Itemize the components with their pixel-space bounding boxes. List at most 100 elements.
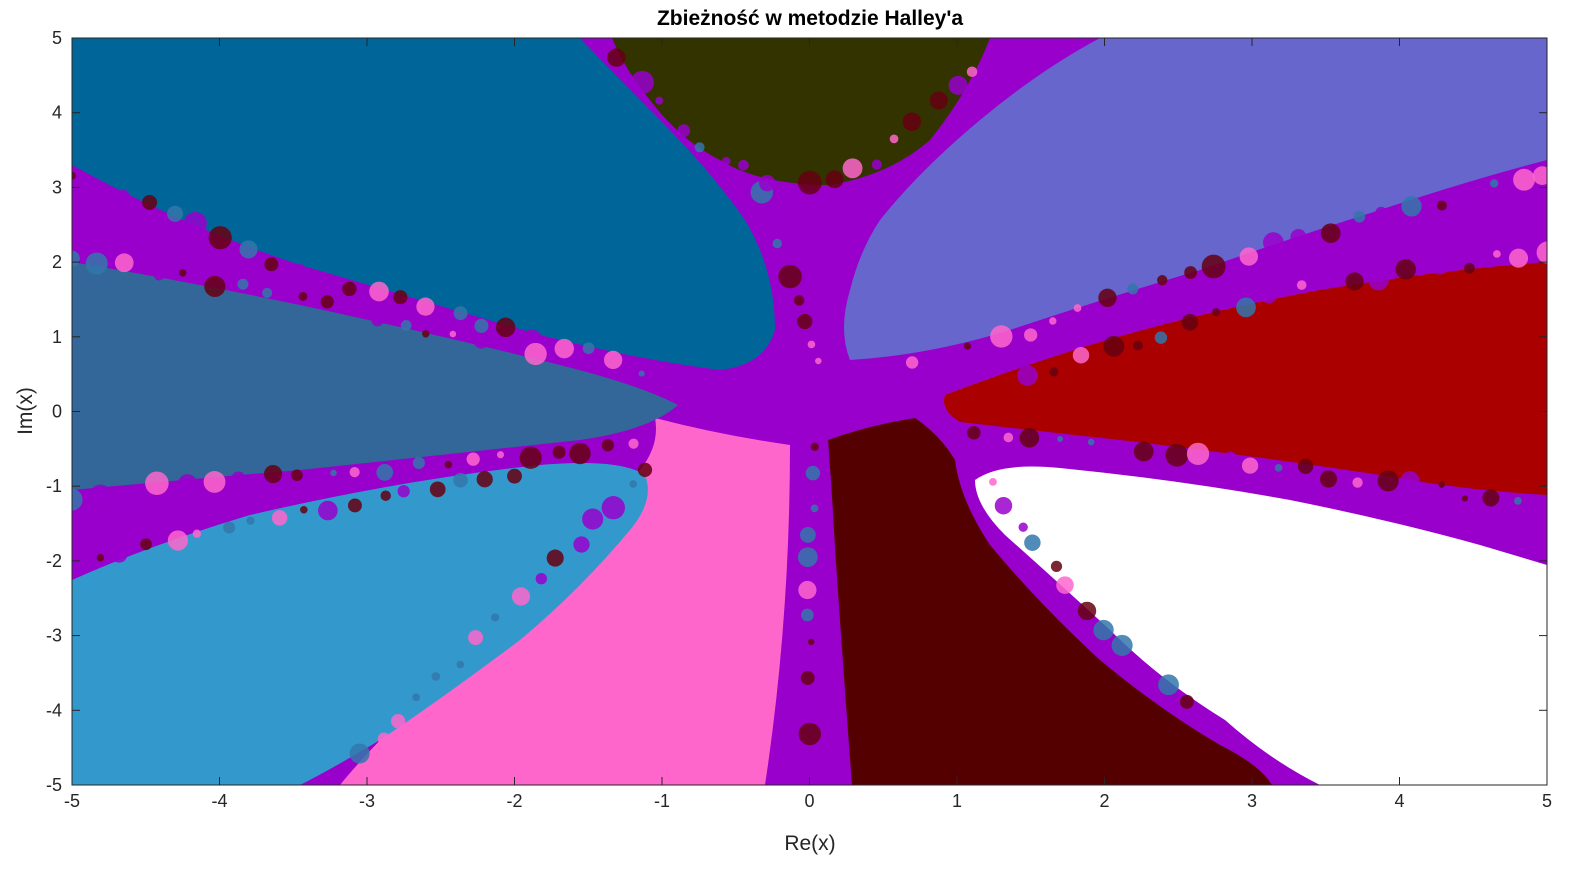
- boundary-bulb: [1345, 272, 1364, 291]
- boundary-bulb: [72, 563, 83, 576]
- boundary-bulb: [380, 490, 391, 501]
- x-tick-label: -1: [654, 791, 670, 811]
- boundary-bulb: [1132, 340, 1143, 351]
- y-tick-label: -4: [46, 700, 62, 720]
- boundary-bulb: [638, 370, 645, 377]
- boundary-bulb: [1103, 335, 1125, 357]
- boundary-bulb: [271, 510, 288, 526]
- boundary-bulb: [1212, 308, 1221, 317]
- boundary-bulb: [491, 613, 500, 622]
- boundary-bulb: [552, 445, 566, 459]
- boundary-bulb: [320, 272, 329, 280]
- boundary-bulb: [798, 722, 822, 746]
- boundary-bulb: [1181, 313, 1199, 331]
- boundary-bulb: [1456, 189, 1473, 206]
- x-tick-label: 4: [1394, 791, 1404, 811]
- y-tick-label: -2: [46, 551, 62, 571]
- boundary-bulb: [376, 464, 394, 481]
- boundary-bulb: [810, 504, 819, 513]
- boundary-bulb: [90, 484, 111, 505]
- boundary-bulb: [1241, 457, 1259, 474]
- boundary-bulb: [1377, 470, 1399, 492]
- boundary-bulb: [1072, 347, 1090, 364]
- region-upper-left: [72, 38, 775, 370]
- boundary-bulb: [330, 469, 337, 477]
- y-tick-label: -3: [46, 626, 62, 646]
- boundary-bulb: [397, 485, 410, 498]
- boundary-bulb: [535, 573, 547, 585]
- boundary-bulb: [110, 546, 128, 563]
- boundary-bulb: [177, 474, 198, 494]
- boundary-bulb: [140, 538, 152, 551]
- boundary-bulb: [223, 521, 236, 534]
- boundary-bulb: [400, 319, 412, 331]
- region-right: [944, 262, 1547, 495]
- boundary-bulb: [1098, 288, 1117, 308]
- boundary-bulb: [677, 124, 691, 138]
- boundary-bulb: [1184, 266, 1198, 279]
- boundary-bulb: [393, 290, 408, 305]
- boundary-bulb: [114, 253, 134, 273]
- boundary-bulb: [1375, 206, 1388, 219]
- boundary-bulb: [1077, 601, 1097, 621]
- boundary-bulb: [349, 743, 370, 764]
- boundary-bulb: [807, 638, 815, 646]
- boundary-bulb: [476, 471, 493, 488]
- boundary-bulb: [204, 275, 226, 298]
- boundary-bulb: [1127, 283, 1139, 295]
- boundary-bulb: [466, 452, 480, 466]
- boundary-bulb: [1436, 200, 1447, 211]
- boundary-bulb: [347, 498, 362, 513]
- boundary-bulb: [1438, 481, 1445, 488]
- boundary-bulb: [167, 205, 184, 222]
- boundary-bulb: [989, 478, 997, 486]
- boundary-bulb: [797, 170, 822, 195]
- boundary-bulb: [192, 529, 202, 538]
- boundary-bulb: [1325, 277, 1334, 287]
- boundary-bulb: [1368, 269, 1389, 291]
- boundary-bulb: [1093, 619, 1114, 641]
- boundary-bulb: [799, 527, 816, 543]
- boundary-bulb: [815, 357, 822, 365]
- boundary-bulb: [630, 70, 654, 95]
- boundary-bulb: [371, 314, 384, 327]
- boundary-bulb: [72, 171, 76, 180]
- boundary-bulb: [1223, 451, 1237, 465]
- boundary-bulb: [1532, 166, 1547, 185]
- boundary-bulb: [944, 422, 959, 437]
- boundary-bulb: [246, 516, 255, 525]
- boundary-bulb: [554, 338, 574, 359]
- boundary-bulb: [377, 732, 391, 745]
- boundary-bulb: [603, 350, 623, 370]
- x-tick-label: 2: [1099, 791, 1109, 811]
- boundary-bulb: [772, 238, 782, 249]
- boundary-bulb: [800, 670, 815, 685]
- region-top: [612, 38, 990, 185]
- boundary-bulbs: [72, 48, 1547, 764]
- boundary-bulb: [300, 505, 308, 514]
- boundary-bulb: [1262, 289, 1276, 304]
- y-axis-ticks: 5 4 3 2 1 0 -1 -2 -3 -4 -5: [46, 28, 1547, 795]
- x-tick-label: 5: [1542, 791, 1552, 811]
- boundary-bulb: [145, 471, 169, 496]
- boundary-bulb: [1236, 297, 1256, 318]
- boundary-bulb: [798, 580, 817, 600]
- boundary-bulb: [468, 630, 484, 646]
- boundary-bulb: [929, 91, 948, 110]
- boundary-bulb: [203, 470, 226, 493]
- boundary-bulb: [264, 257, 279, 272]
- boundary-bulb: [1186, 442, 1210, 466]
- boundary-bulb: [1141, 663, 1149, 672]
- y-tick-label: 2: [52, 252, 62, 272]
- boundary-bulb: [262, 287, 273, 299]
- boundary-bulb: [902, 112, 922, 132]
- boundary-bulb: [296, 263, 305, 273]
- boundary-bulb: [807, 340, 816, 349]
- boundary-bulb: [810, 442, 819, 451]
- boundary-bulb: [1018, 522, 1028, 532]
- region-lower-left: [72, 462, 648, 785]
- boundary-bulb: [963, 342, 972, 350]
- region-bottom-right: [828, 418, 1272, 785]
- boundary-bulb: [1461, 495, 1468, 502]
- boundary-bulb: [416, 297, 435, 316]
